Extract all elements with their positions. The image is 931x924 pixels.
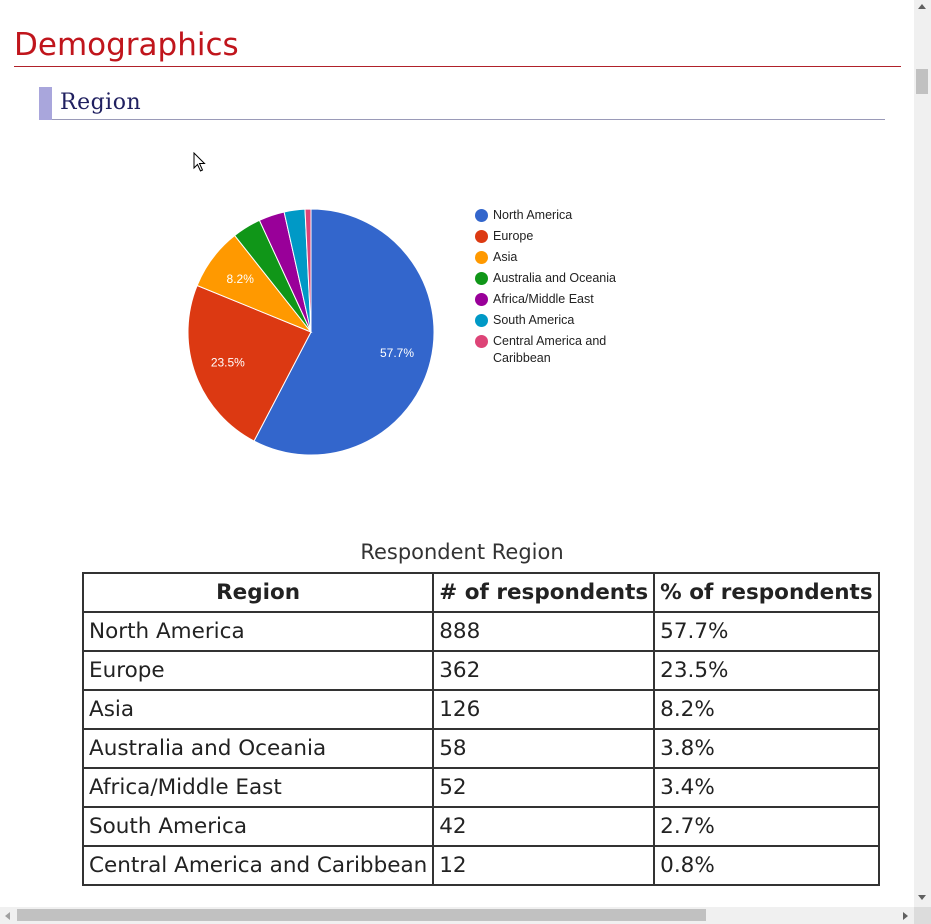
cell-region: Africa/Middle East <box>81 767 435 808</box>
cell-region: Europe <box>81 650 435 691</box>
column-header-count: # of respondents <box>432 572 656 613</box>
cell-region: Australia and Oceania <box>81 728 435 769</box>
legend-item-africa-middle-east: Africa/Middle East <box>475 291 635 308</box>
pie-slice-central-america-and-caribbean <box>304 208 312 333</box>
scroll-right-arrow-icon[interactable] <box>903 912 908 920</box>
legend-swatch <box>475 272 488 285</box>
page-content: Demographics Region 57.7% 23.5% 8.2% North… <box>14 27 901 886</box>
cell-percent: 2.7% <box>653 806 880 847</box>
table-caption: Respondent Region <box>360 540 564 564</box>
legend-label: Asia <box>493 250 518 264</box>
cell-percent: 23.5% <box>653 650 880 691</box>
cell-percent: 8.2% <box>653 689 880 730</box>
legend-label: Australia and Oceania <box>493 271 616 285</box>
table-row: Australia and Oceania 58 3.8% <box>81 728 880 769</box>
legend-swatch <box>475 230 488 243</box>
cell-percent: 57.7% <box>653 611 880 652</box>
cell-count: 52 <box>432 767 656 808</box>
table-header-row: Region # of respondents % of respondents <box>81 572 880 613</box>
cell-percent: 0.8% <box>653 845 880 886</box>
legend-item-australia-and-oceania: Australia and Oceania <box>475 270 635 287</box>
legend-label: Africa/Middle East <box>493 292 594 306</box>
cell-count: 12 <box>432 845 656 886</box>
slice-label-asia: 8.2% <box>227 272 255 286</box>
section-accent-bar <box>39 87 52 120</box>
slice-label-europe: 23.5% <box>211 355 245 369</box>
column-header-region: Region <box>81 572 435 613</box>
legend-label: Europe <box>493 229 534 243</box>
horizontal-scroll-thumb[interactable] <box>17 909 706 921</box>
legend-label: South America <box>493 313 575 327</box>
vertical-scroll-thumb[interactable] <box>916 69 928 94</box>
legend-item-central-america-and-caribbean: Central America and Caribbean <box>475 333 635 367</box>
legend-item-north-america: North America <box>475 207 635 224</box>
scroll-down-arrow-icon[interactable] <box>918 895 926 900</box>
pie-slice-europe <box>187 284 312 442</box>
chart-legend: North America Europe Asia Australia and Oce… <box>475 207 635 371</box>
legend-item-south-america: South America <box>475 312 635 329</box>
column-header-percent: % of respondents <box>653 572 880 613</box>
cell-count: 126 <box>432 689 656 730</box>
cell-region: Central America and Caribbean <box>81 845 435 886</box>
legend-swatch <box>475 335 488 348</box>
cell-count: 58 <box>432 728 656 769</box>
cell-region: North America <box>81 611 435 652</box>
legend-swatch <box>475 209 488 222</box>
vertical-scrollbar[interactable] <box>914 0 931 907</box>
horizontal-scrollbar[interactable] <box>0 907 914 924</box>
legend-swatch <box>475 314 488 327</box>
legend-label: North America <box>493 208 573 222</box>
cell-count: 362 <box>432 650 656 691</box>
title-divider <box>14 66 901 67</box>
scroll-left-arrow-icon[interactable] <box>5 912 10 920</box>
cell-count: 42 <box>432 806 656 847</box>
pie-slice-north-america <box>253 208 435 456</box>
table-row: North America 888 57.7% <box>81 611 880 652</box>
mouse-pointer-icon <box>193 152 206 172</box>
scroll-up-arrow-icon[interactable] <box>918 4 926 9</box>
cell-region: Asia <box>81 689 435 730</box>
table-row: Europe 362 23.5% <box>81 650 880 691</box>
cell-percent: 3.8% <box>653 728 880 769</box>
legend-swatch <box>475 251 488 264</box>
table-row: Central America and Caribbean 12 0.8% <box>81 845 880 886</box>
table-row: South America 42 2.7% <box>81 806 880 847</box>
legend-item-europe: Europe <box>475 228 635 245</box>
legend-item-asia: Asia <box>475 249 635 266</box>
legend-swatch <box>475 293 488 306</box>
cell-count: 888 <box>432 611 656 652</box>
region-table: Region # of respondents % of respondents… <box>81 572 880 886</box>
table-row: Africa/Middle East 52 3.4% <box>81 767 880 808</box>
cell-region: South America <box>81 806 435 847</box>
page-title: Demographics <box>14 27 239 63</box>
section-divider <box>52 119 885 120</box>
cell-percent: 3.4% <box>653 767 880 808</box>
slice-label-north-america: 57.7% <box>380 346 414 360</box>
section-title: Region <box>60 90 142 115</box>
legend-label: Central America and Caribbean <box>493 334 607 365</box>
scrollbar-corner <box>914 907 931 924</box>
table-row: Asia 126 8.2% <box>81 689 880 730</box>
region-pie-chart: 57.7% 23.5% 8.2% <box>187 208 435 456</box>
